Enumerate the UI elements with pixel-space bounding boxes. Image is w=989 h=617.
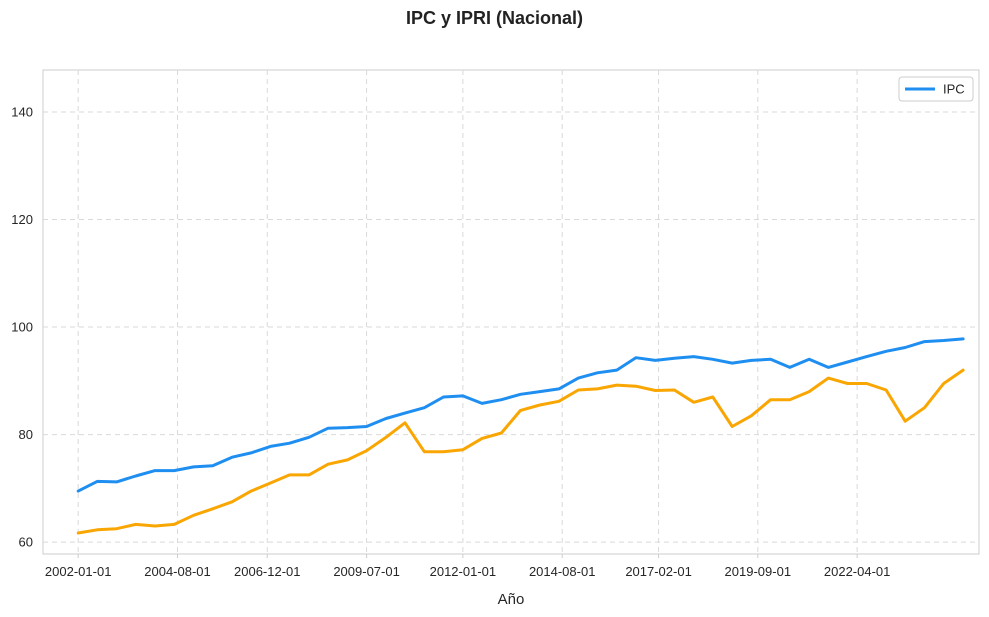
- x-tick-label: 2014-08-01: [529, 564, 596, 579]
- y-tick-label: 60: [19, 535, 33, 550]
- series-layer: [76, 337, 965, 535]
- x-tick-label: 2017-02-01: [625, 564, 692, 579]
- plot-area: [42, 69, 980, 555]
- legend-box: [898, 76, 974, 102]
- series-line-ipc: [76, 337, 965, 493]
- x-axis-label: Año: [498, 591, 525, 608]
- x-tick-label: 2006-12-01: [234, 564, 301, 579]
- series-line-ipri: [76, 368, 965, 535]
- tick-labels: 2002-01-01 2004-08-01 2006-12-01 2009-07-01…: [11, 104, 890, 579]
- y-tick-label: 100: [11, 320, 33, 335]
- x-tick-label: 2009-07-01: [333, 564, 400, 579]
- x-tick-label: 2012-01-01: [430, 564, 497, 579]
- grid-lines: [43, 70, 979, 554]
- legend: IPC: [898, 76, 974, 102]
- x-tick-label: 2022-04-01: [824, 564, 891, 579]
- y-tick-label: 120: [11, 212, 33, 227]
- y-tick-label: 80: [19, 427, 33, 442]
- y-tick-label: 140: [11, 104, 33, 119]
- x-tick-label: 2019-09-01: [725, 564, 792, 579]
- legend-label-ipc: IPC: [943, 82, 965, 97]
- x-tick-label: 2004-08-01: [144, 564, 211, 579]
- x-tick-label: 2002-01-01: [45, 564, 112, 579]
- chart-title: IPC y IPRI (Nacional): [406, 8, 583, 28]
